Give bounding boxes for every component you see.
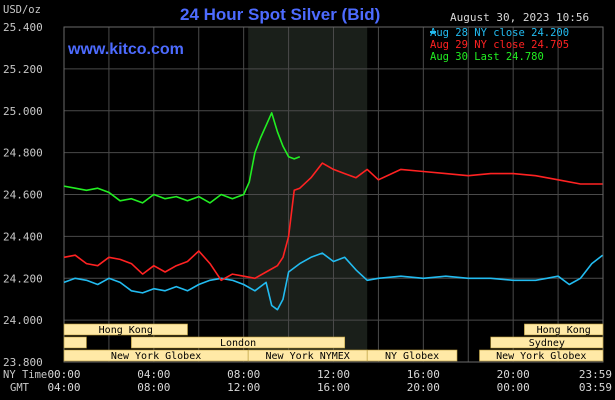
session-ny-globex-short-bar [366, 349, 458, 362]
y-tick-label: 23.800 [3, 356, 43, 369]
unit-label: USD/oz [3, 4, 41, 16]
x-tick-label-gmt: 00:00 [497, 381, 530, 394]
session-ny-globex-short-label: NY Globex [385, 351, 439, 362]
x-tick-label-gmt: 16:00 [317, 381, 350, 394]
y-tick-label: 25.200 [3, 63, 43, 76]
session-bars: Hong Kong Hong Kong London Sydney New York G… [63, 323, 604, 362]
series-lines [63, 112, 604, 311]
x-tick-label-ny: 08:00 [227, 368, 260, 381]
datetime-label: August 30, 2023 10:56 [450, 11, 589, 24]
x-tick-label-ny: 23:59 [579, 368, 612, 381]
session-hong-kong-late-label: Hong Kong [537, 325, 591, 336]
x-tick-label-ny: 12:00 [317, 368, 350, 381]
x-tick-label-gmt: 08:00 [137, 381, 170, 394]
y-tick-label: 24.200 [3, 272, 43, 285]
session-ny-globex-label: New York Globex [111, 351, 201, 362]
session-sydney-label: Sydney [529, 338, 565, 349]
y-tick-label: 24.400 [3, 230, 43, 243]
chart-title: 24 Hour Spot Silver (Bid) [180, 5, 380, 24]
legend-entry-aug29: Aug 29 NY close 24.705 [430, 39, 569, 51]
x-tick-label-gmt: 03:59 [579, 381, 612, 394]
series-aug29-line [63, 162, 603, 282]
y-tick-label: 24.800 [3, 147, 43, 160]
x-tick-label-gmt: 04:00 [47, 381, 80, 394]
session-hong-kong-label: Hong Kong [99, 325, 153, 336]
y-tick-label: 24.000 [3, 314, 43, 327]
x-tick-label-ny: 20:00 [497, 368, 530, 381]
session-london-bar [131, 336, 346, 349]
series-aug28-line [63, 252, 604, 311]
session-ny-globex-late-label: New York Globex [496, 351, 586, 362]
session-ny-globex-late-bar [479, 349, 604, 362]
x-tick-label-ny: 16:00 [407, 368, 440, 381]
ny-time-caption: NY Time [3, 369, 47, 381]
session-row2-start-bar [63, 336, 87, 349]
series-aug30-line [63, 112, 301, 204]
legend-entry-aug30: Aug 30 Last 24.780 [430, 51, 544, 63]
x-tick-label-gmt: 12:00 [227, 381, 260, 394]
gmt-caption: GMT [10, 382, 30, 394]
x-tick-labels: 00:0004:0004:0008:0008:0012:0012:0016:00… [47, 368, 612, 394]
session-hong-kong-bar [63, 323, 188, 336]
plot-frame [63, 26, 604, 363]
x-tick-label-ny: 04:00 [137, 368, 170, 381]
website-label: www.kitco.com [67, 41, 184, 58]
y-tick-label: 25.400 [3, 21, 43, 34]
x-tick-label-gmt: 20:00 [407, 381, 440, 394]
y-tick-labels: 25.400 25.200 25.000 24.800 24.600 24.400 24.2… [3, 21, 43, 369]
session-hong-kong-late-bar [524, 323, 604, 336]
y-tick-label: 24.600 [3, 189, 43, 202]
legend-entry-aug28: Aug 28 NY close 24.200 [430, 27, 569, 39]
legend-dash-aug28 [430, 31, 436, 33]
x-tick-label-ny: 00:00 [47, 368, 80, 381]
y-tick-label: 25.000 [3, 105, 43, 118]
legend: Aug 28 NY close 24.200 Aug 29 NY close 2… [430, 27, 569, 63]
session-ny-nymex-label: New York NYMEX [266, 351, 350, 362]
session-london-label: London [220, 338, 256, 349]
session-sydney-bar [490, 336, 604, 349]
